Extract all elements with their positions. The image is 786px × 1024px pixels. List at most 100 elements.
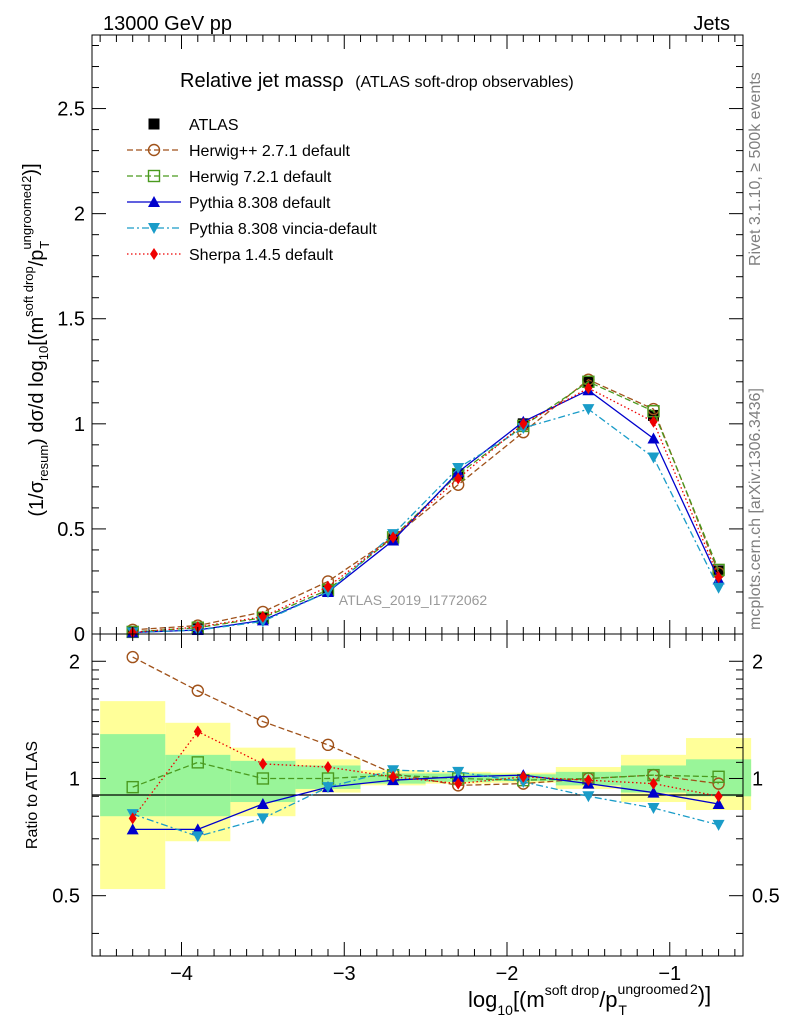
ratio-point-vincia xyxy=(712,819,725,831)
legend-marker-atlas xyxy=(148,118,160,130)
ratio-point-sherpa xyxy=(714,790,723,803)
ratio-y-tick-label-right: 2 xyxy=(752,651,763,673)
main-ticks: 0 0.5 1 1.5 2 2.5 xyxy=(57,35,743,646)
rivet-label: Rivet 3.1.10, ≥ 500k events xyxy=(747,72,764,266)
ratio-point-pythia xyxy=(126,823,139,835)
mcplots-label: mcplots.cern.ch [arXiv:1306.3436] xyxy=(747,388,764,630)
watermark: ATLAS_2019_I1772062 xyxy=(339,592,488,608)
ratio-point-sherpa xyxy=(193,725,202,738)
legend-entry-atlas: ATLAS xyxy=(148,117,239,134)
data-point-pythia xyxy=(647,432,660,444)
ratio-point-sherpa xyxy=(323,761,332,774)
legend-marker-pythia xyxy=(148,196,160,207)
ratio-point-vincia xyxy=(321,782,334,794)
y-tick-label: 2 xyxy=(74,204,85,226)
ratio-line-sherpa xyxy=(132,730,719,819)
ratio-y-tick-label: 1 xyxy=(69,768,80,790)
ratio-y-tick-label: 0.5 xyxy=(52,886,80,908)
x-tick-label: −3 xyxy=(333,963,356,985)
y-tick-label: 1.5 xyxy=(57,309,85,331)
legend: ATLAS Herwig++ 2.7.1 default Herwig 7.2.1 … xyxy=(127,117,377,264)
ratio-point-vincia xyxy=(256,813,269,825)
legend-label: Pythia 8.308 vincia-default xyxy=(189,221,377,238)
ratio-point-vincia xyxy=(387,765,400,777)
ratio-point-herwigpp xyxy=(712,777,725,790)
series-line-pythia xyxy=(132,389,720,634)
plot-title-sub: (ATLAS soft-drop observables) xyxy=(355,74,573,91)
ratio-y-axis-label: Ratio to ATLAS xyxy=(24,741,41,849)
x-tick-label: −1 xyxy=(658,963,681,985)
x-tick-label: −2 xyxy=(496,963,519,985)
ratio-point-pythia xyxy=(647,786,660,798)
uncertainty-band-inner xyxy=(165,754,231,817)
ratio-point-vincia xyxy=(582,791,595,803)
header-left: 13000 GeV pp xyxy=(103,13,232,35)
ratio-point-herwigpp xyxy=(256,715,270,728)
ratio-point-herwig7 xyxy=(256,772,270,785)
series-line-vincia xyxy=(132,408,720,633)
plot-title-main: Relative jet massρ xyxy=(180,70,344,92)
x-tick-label: −4 xyxy=(170,963,193,985)
series-line-herwig7 xyxy=(132,381,720,633)
legend-label: ATLAS xyxy=(189,117,239,134)
ratio-point-herwigpp xyxy=(191,684,204,697)
ratio-line-vincia xyxy=(132,769,719,838)
data-point-sherpa xyxy=(323,580,332,593)
legend-marker-herwig7 xyxy=(147,169,161,183)
y-tick-label: 2.5 xyxy=(57,99,85,121)
data-point-vincia xyxy=(452,462,465,474)
ratio-point-herwig7 xyxy=(712,770,725,783)
data-point-atlas xyxy=(713,565,725,577)
ratio-point-sherpa xyxy=(584,774,593,787)
legend-entry-herwig7: Herwig 7.2.1 default xyxy=(127,169,332,186)
ratio-ticks: −4 −3 −2 −1 0.5 0.5 1 1 2 2 xyxy=(52,634,780,985)
series-line-herwigpp xyxy=(132,378,720,631)
data-point-sherpa xyxy=(714,571,723,584)
ratio-y-tick-label-right: 1 xyxy=(752,768,763,790)
plot-title: Relative jet massρ (ATLAS soft-drop obse… xyxy=(180,70,574,92)
ratio-point-pythia xyxy=(256,797,269,809)
legend-entry-vincia: Pythia 8.308 vincia-default xyxy=(127,221,377,238)
ratio-series-sherpa xyxy=(128,725,723,825)
data-point-sherpa xyxy=(649,415,658,428)
ratio-point-sherpa xyxy=(258,757,267,770)
legend-label: Herwig 7.2.1 default xyxy=(189,169,332,186)
y-tick-label: 0 xyxy=(74,624,85,646)
ratio-point-vincia xyxy=(191,831,204,843)
ratio-point-sherpa xyxy=(519,770,528,783)
uncertainty-band-inner xyxy=(100,734,166,817)
data-point-sherpa xyxy=(584,382,593,395)
ratio-series-vincia xyxy=(126,765,725,843)
data-point-sherpa xyxy=(519,417,528,430)
ratio-series-layer xyxy=(126,650,725,843)
header-right: Jets xyxy=(693,13,730,35)
ratio-y-tick-label: 2 xyxy=(69,651,80,673)
legend-entry-pythia: Pythia 8.308 default xyxy=(127,195,331,212)
data-point-atlas xyxy=(647,409,659,421)
ratio-point-vincia xyxy=(452,766,465,778)
legend-label: Sherpa 1.4.5 default xyxy=(189,247,334,264)
ratio-panel: −4 −3 −2 −1 0.5 0.5 1 1 2 2 Ratio to ATLAS xyxy=(24,633,780,985)
legend-marker-sherpa xyxy=(150,248,158,260)
legend-entry-herwigpp: Herwig++ 2.7.1 default xyxy=(127,143,351,160)
legend-entry-sherpa: Sherpa 1.4.5 default xyxy=(127,247,334,264)
legend-marker-herwigpp xyxy=(147,143,161,157)
ratio-point-sherpa xyxy=(454,777,463,790)
data-point-vincia xyxy=(647,452,660,464)
data-point-sherpa xyxy=(258,610,267,623)
ratio-point-herwig7 xyxy=(126,780,139,794)
legend-label: Herwig++ 2.7.1 default xyxy=(189,143,351,160)
ratio-point-sherpa xyxy=(128,812,137,825)
data-point-sherpa xyxy=(454,472,463,485)
ratio-point-pythia xyxy=(712,797,725,809)
ratio-plot-frame xyxy=(91,633,744,957)
data-point-vincia xyxy=(712,582,725,594)
ratio-line-herwig7 xyxy=(132,761,719,788)
ratio-y-tick-label-right: 0.5 xyxy=(752,886,780,908)
legend-marker-vincia xyxy=(148,223,160,234)
main-series-layer xyxy=(126,373,725,639)
main-panel: 0 0.5 1 1.5 2 2.5 ATLAS_2019_I1772062 Relativ… xyxy=(19,34,744,646)
ratio-point-sherpa xyxy=(389,770,398,783)
ratio-line-pythia xyxy=(132,774,719,831)
